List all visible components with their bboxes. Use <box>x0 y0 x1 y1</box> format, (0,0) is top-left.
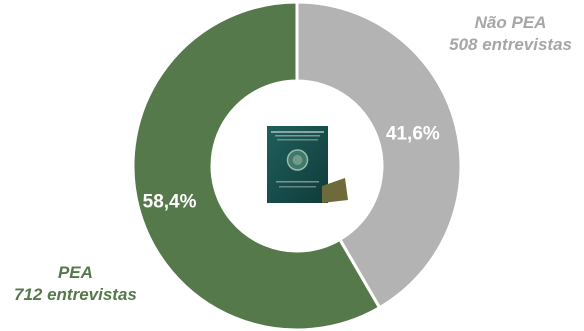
donut-slice-pea <box>131 0 382 331</box>
slice-name-nao-pea: Não PEA <box>474 13 547 32</box>
legend-label-nao-pea: Não PEA 508 entrevistas <box>449 12 572 56</box>
slice-count-pea: 712 entrevistas <box>14 285 137 304</box>
donut-value-labels: 41,6% 58,4% <box>143 124 440 213</box>
donut-slice-nao-pea <box>295 0 463 310</box>
slice-count-nao-pea: 508 entrevistas <box>449 35 572 54</box>
value-label-pea: 58,4% <box>143 191 197 212</box>
donut-slices <box>131 0 463 331</box>
legend-label-pea: PEA 712 entrevistas <box>14 262 137 306</box>
slice-name-pea: PEA <box>57 263 93 282</box>
value-label-nao-pea: 41,6% <box>386 124 440 145</box>
work-card-booklet-image <box>267 126 348 203</box>
